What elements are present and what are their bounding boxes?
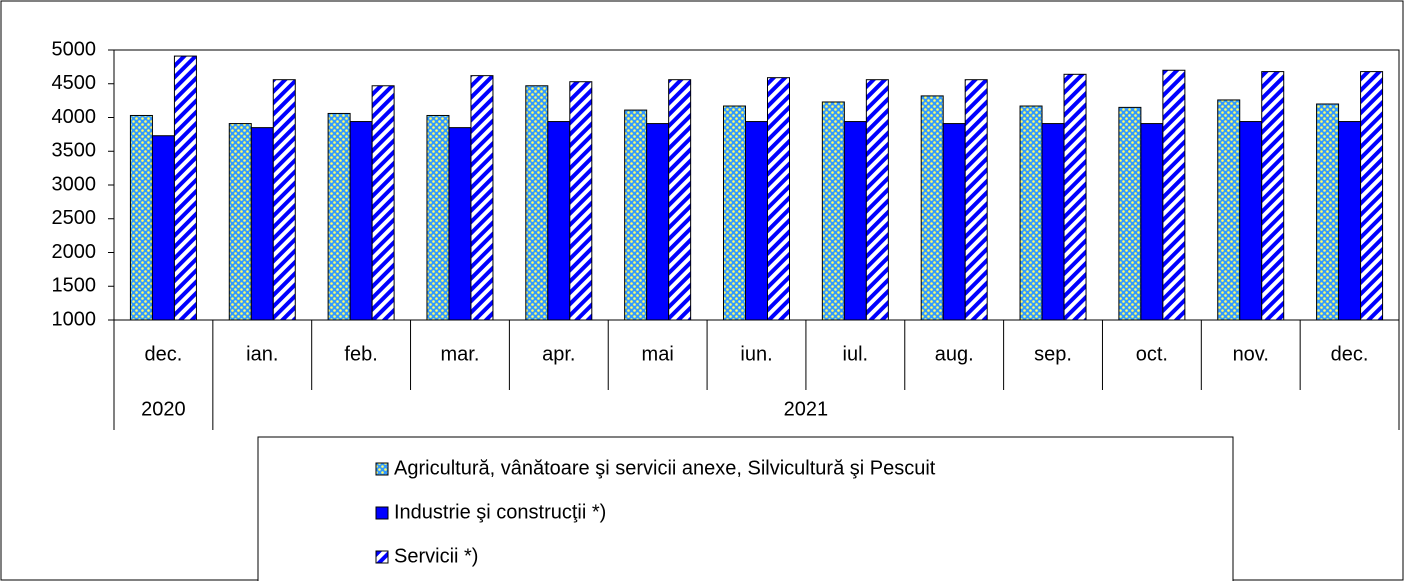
bar: [1316, 103, 1340, 321]
bar: [448, 127, 472, 321]
x-tick-label: nov.: [1233, 343, 1269, 365]
legend-box: [257, 436, 1234, 586]
x-tick-label: dec.: [1331, 343, 1369, 365]
bar: [1217, 99, 1241, 321]
x-tick-label: sep.: [1034, 343, 1072, 365]
legend-swatch: [375, 462, 389, 476]
bar: [272, 79, 296, 321]
y-tick-label: 5000: [52, 38, 97, 60]
bar: [668, 79, 692, 321]
x-tick-label: oct.: [1136, 343, 1168, 365]
legend-label: Servicii *): [394, 545, 478, 567]
bar: [349, 121, 373, 321]
bar: [1338, 121, 1362, 321]
bar: [1140, 123, 1164, 321]
bar: [1063, 73, 1087, 321]
x-tick-label: feb.: [344, 343, 377, 365]
y-tick-label: 3000: [52, 173, 97, 195]
bar: [470, 75, 494, 321]
bar: [1041, 123, 1065, 321]
x-tick-label: dec.: [145, 343, 183, 365]
y-tick-label: 4500: [52, 72, 97, 94]
x-tick-label: mai: [642, 343, 674, 365]
x-tick-label: ian.: [246, 343, 278, 365]
group-label: 2020: [141, 398, 186, 420]
x-tick-label: iul.: [843, 343, 869, 365]
bar: [843, 121, 867, 321]
y-tick-label: 4000: [52, 106, 97, 128]
bar: [1239, 121, 1263, 321]
bar: [942, 123, 966, 321]
x-tick-label: apr.: [542, 343, 575, 365]
y-tick-label: 3500: [52, 140, 97, 162]
bar: [1261, 71, 1285, 321]
bar: [1360, 71, 1384, 321]
bar: [624, 109, 648, 321]
x-tick-label: aug.: [935, 343, 974, 365]
bar: [547, 121, 571, 321]
bar: [129, 114, 153, 321]
plot-frame: [113, 49, 1400, 321]
bar: [426, 114, 450, 321]
bar: [865, 79, 889, 321]
bar: [1162, 69, 1186, 321]
legend-label: Industrie şi construcţii *): [394, 501, 606, 523]
y-tick-label: 1500: [52, 275, 97, 297]
bar: [569, 81, 593, 321]
y-tick-label: 2000: [52, 241, 97, 263]
bar: [1019, 105, 1043, 321]
bar: [767, 77, 790, 321]
bar: [964, 79, 988, 321]
bar: [646, 123, 670, 321]
x-tick-label: mar.: [441, 343, 480, 365]
bar: [920, 95, 944, 321]
bar: [723, 105, 746, 321]
x-tick-label: iun.: [740, 343, 772, 365]
bar: [1118, 106, 1142, 321]
bar: [250, 127, 274, 321]
legend-label: Agricultură, vânătoare şi servicii anexe…: [394, 457, 936, 479]
bar: [327, 112, 351, 321]
bar: [745, 121, 768, 321]
group-label: 2021: [784, 398, 829, 420]
bar: [525, 85, 549, 321]
bar: [173, 55, 197, 321]
bar: [151, 135, 175, 321]
legend-swatch: [375, 550, 389, 564]
legend-swatch: [375, 506, 389, 520]
bar: [371, 85, 395, 321]
bar: [228, 123, 252, 321]
y-tick-label: 2500: [52, 207, 97, 229]
y-tick-label: 1000: [52, 308, 97, 330]
bar: [821, 101, 845, 321]
